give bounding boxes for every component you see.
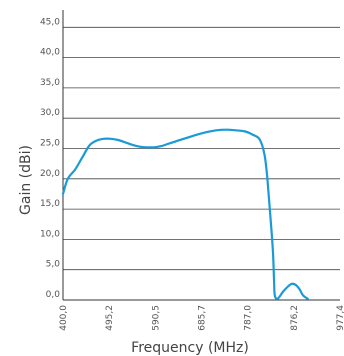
y-axis-title: Gain (dBi) [18,145,34,215]
x-tick-label: 495,2 [105,305,115,331]
x-axis-title: Frequency (MHz) [131,340,249,356]
y-tick-label: 10,0 [40,229,60,239]
gain-curve [61,128,309,300]
x-tick-label: 590,5 [151,305,161,331]
y-tick-label: 20,0 [40,169,60,179]
y-tick-label: 25,0 [40,139,60,149]
y-tick-label: 35,0 [40,78,60,88]
x-tick-label: 685,7 [198,305,208,331]
y-tick-label: 5,0 [46,260,61,270]
x-tick-label: 400,0 [59,305,69,331]
y-tick-label: 40,0 [40,48,60,58]
y-tick-label: 0,0 [46,290,61,300]
y-tick-label: 45,0 [40,17,60,27]
y-tick-label: 15,0 [40,199,60,209]
x-tick-label: 977,4 [336,305,344,331]
x-tick-labels: 400,0 495,2 590,5 685,7 787,0 876,2 977,4 [59,305,344,331]
y-tick-label: 30,0 [40,108,60,118]
x-tick-label: 876,2 [290,305,300,331]
x-tick-label: 787,0 [244,305,254,331]
grid-lines [63,26,340,271]
y-tick-labels: 0,0 5,0 10,0 15,0 20,0 25,0 30,0 35,0 40,0 45,0 [40,17,60,300]
